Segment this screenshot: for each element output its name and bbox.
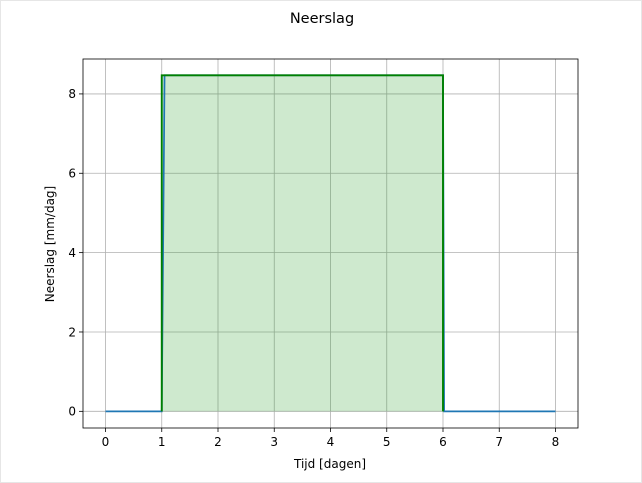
series-lines bbox=[105, 74, 556, 413]
fill-area bbox=[161, 75, 443, 412]
y-tick-label: 0 bbox=[68, 405, 76, 419]
x-tick-label: 4 bbox=[327, 435, 335, 449]
y-axis-label: Neerslag [mm/dag] bbox=[43, 186, 57, 302]
x-tick-label: 3 bbox=[270, 435, 278, 449]
x-axis-label: Tijd [dagen] bbox=[293, 457, 366, 471]
chart-title: Neerslag bbox=[290, 11, 354, 27]
x-tick-label: 7 bbox=[495, 435, 503, 449]
x-tick-label: 6 bbox=[439, 435, 447, 449]
y-tick-label: 6 bbox=[68, 167, 76, 181]
x-tick-label: 1 bbox=[158, 435, 166, 449]
x-ticks: 0 1 2 3 4 5 6 7 8 bbox=[102, 428, 560, 449]
y-tick-label: 4 bbox=[68, 246, 76, 260]
x-tick-label: 2 bbox=[214, 435, 222, 449]
series-line-2 bbox=[160, 74, 444, 412]
x-tick-label: 0 bbox=[102, 435, 110, 449]
fill-region bbox=[161, 75, 443, 412]
y-ticks: 0 2 4 6 8 bbox=[68, 87, 83, 419]
y-tick-label: 2 bbox=[68, 325, 76, 339]
y-tick-label: 8 bbox=[68, 87, 76, 101]
x-tick-label: 5 bbox=[383, 435, 391, 449]
x-tick-label: 8 bbox=[552, 435, 560, 449]
